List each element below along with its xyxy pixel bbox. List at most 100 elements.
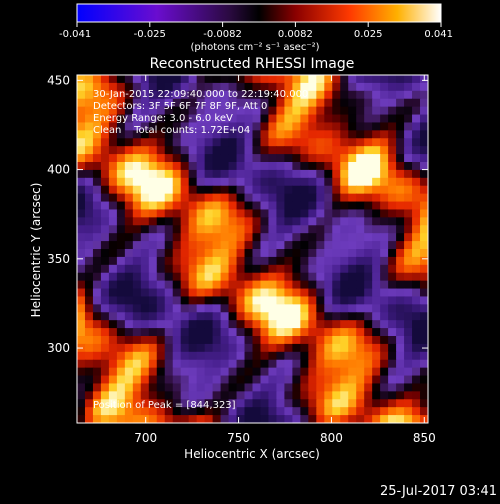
heatmap-cell bbox=[292, 336, 301, 345]
heatmap-cell bbox=[404, 249, 413, 258]
heatmap-cell bbox=[388, 249, 397, 258]
heatmap-cell bbox=[124, 359, 134, 369]
heatmap-cell bbox=[356, 328, 365, 337]
heatmap-cell bbox=[164, 90, 174, 100]
heatmap-cell bbox=[276, 122, 286, 131]
heatmap-cell bbox=[92, 288, 102, 298]
heatmap-cell bbox=[148, 225, 158, 234]
heatmap-cell bbox=[284, 130, 293, 139]
heatmap-cell bbox=[244, 146, 254, 155]
heatmap-cell bbox=[324, 391, 333, 400]
heatmap-cell bbox=[300, 122, 309, 131]
heatmap-cell bbox=[364, 209, 373, 218]
heatmap-cell bbox=[148, 399, 158, 408]
colorbar: -0.041 -0.025 -0.0082 0.0082 0.025 0.041 (pho… bbox=[59, 3, 453, 53]
heatmap-cell bbox=[324, 272, 333, 282]
heatmap-cell bbox=[92, 383, 102, 392]
heatmap-cell bbox=[308, 367, 317, 377]
heatmap-cell bbox=[420, 328, 428, 337]
heatmap-cell bbox=[340, 351, 349, 361]
heatmap-cell bbox=[100, 154, 110, 163]
heatmap-cell bbox=[180, 241, 190, 250]
heatmap-cell bbox=[252, 154, 262, 163]
heatmap-cell bbox=[292, 217, 301, 226]
heatmap-cell bbox=[292, 98, 301, 108]
heatmap-cell bbox=[252, 304, 262, 313]
heatmap-cell bbox=[260, 146, 270, 155]
heatmap-cell bbox=[84, 114, 94, 124]
heatmap-cell bbox=[92, 280, 102, 290]
heatmap-cell bbox=[204, 146, 214, 155]
heatmap-cell bbox=[356, 407, 365, 416]
heatmap-cell bbox=[380, 138, 389, 147]
heatmap-cell bbox=[268, 154, 278, 163]
heatmap-cell bbox=[116, 209, 126, 218]
heatmap-cell bbox=[316, 217, 325, 226]
heatmap-cell bbox=[204, 209, 214, 218]
heatmap-cell bbox=[380, 106, 389, 116]
heatmap-cell bbox=[108, 249, 118, 258]
heatmap-cell bbox=[108, 312, 118, 321]
heatmap-cell bbox=[260, 280, 270, 290]
heatmap-cell bbox=[340, 312, 349, 321]
heatmap-cell bbox=[300, 241, 309, 250]
heatmap-cell bbox=[300, 185, 309, 195]
heatmap-cell bbox=[348, 375, 357, 385]
heatmap-cell bbox=[148, 383, 158, 392]
heatmap-cell bbox=[308, 106, 317, 116]
heatmap-cell bbox=[124, 241, 134, 250]
heatmap-cell bbox=[420, 359, 428, 369]
heatmap-cell bbox=[420, 399, 428, 408]
heatmap-cell bbox=[372, 336, 381, 345]
heatmap-cell bbox=[84, 272, 94, 282]
heatmap-cell bbox=[412, 375, 421, 385]
heatmap-cell bbox=[332, 90, 341, 100]
heatmap-cell bbox=[148, 336, 158, 345]
heatmap-cell bbox=[404, 343, 413, 353]
heatmap-cell bbox=[332, 138, 341, 147]
heatmap-cell bbox=[188, 351, 198, 361]
heatmap-cell bbox=[188, 225, 198, 234]
heatmap-cell bbox=[188, 241, 198, 250]
heatmap-cell bbox=[77, 336, 86, 345]
heatmap-cell bbox=[300, 343, 309, 353]
heatmap-cell bbox=[372, 217, 381, 226]
heatmap-cell bbox=[316, 375, 325, 385]
heatmap-cell bbox=[140, 122, 150, 131]
heatmap-cell bbox=[228, 169, 238, 179]
heatmap-cell bbox=[124, 351, 134, 361]
heatmap-cell bbox=[100, 209, 110, 218]
heatmap-cell bbox=[172, 114, 182, 124]
heatmap-cell bbox=[412, 256, 421, 266]
heatmap-cell bbox=[372, 399, 381, 408]
heatmap-cell bbox=[244, 351, 254, 361]
heatmap-cell bbox=[108, 383, 118, 392]
heatmap-cell bbox=[252, 241, 262, 250]
heatmap-cell bbox=[268, 375, 278, 385]
heatmap-cell bbox=[284, 162, 293, 171]
heatmap-cell bbox=[332, 304, 341, 313]
heatmap-cell bbox=[332, 146, 341, 155]
heatmap-cell bbox=[92, 343, 102, 353]
heatmap-cell bbox=[364, 256, 373, 266]
heatmap-cell bbox=[156, 217, 166, 226]
heatmap-cell bbox=[300, 225, 309, 234]
heatmap-cell bbox=[340, 328, 349, 337]
heatmap-cell bbox=[92, 249, 102, 258]
heatmap-cell bbox=[300, 98, 309, 108]
heatmap-cell bbox=[164, 201, 174, 211]
heatmap-cell bbox=[364, 241, 373, 250]
heatmap-cell bbox=[196, 185, 206, 195]
heatmap-cell bbox=[388, 154, 397, 163]
heatmap-cell bbox=[380, 288, 389, 298]
heatmap-cell bbox=[124, 177, 134, 187]
heatmap-cell bbox=[268, 328, 278, 337]
heatmap-cell bbox=[260, 304, 270, 313]
heatmap-cell bbox=[388, 114, 397, 124]
heatmap-cell bbox=[412, 367, 421, 377]
heatmap-cell bbox=[116, 82, 126, 92]
heatmap-cell bbox=[404, 280, 413, 290]
colorbar-gradient bbox=[76, 3, 442, 23]
heatmap-cell bbox=[380, 343, 389, 353]
heatmap-cell bbox=[372, 383, 381, 392]
